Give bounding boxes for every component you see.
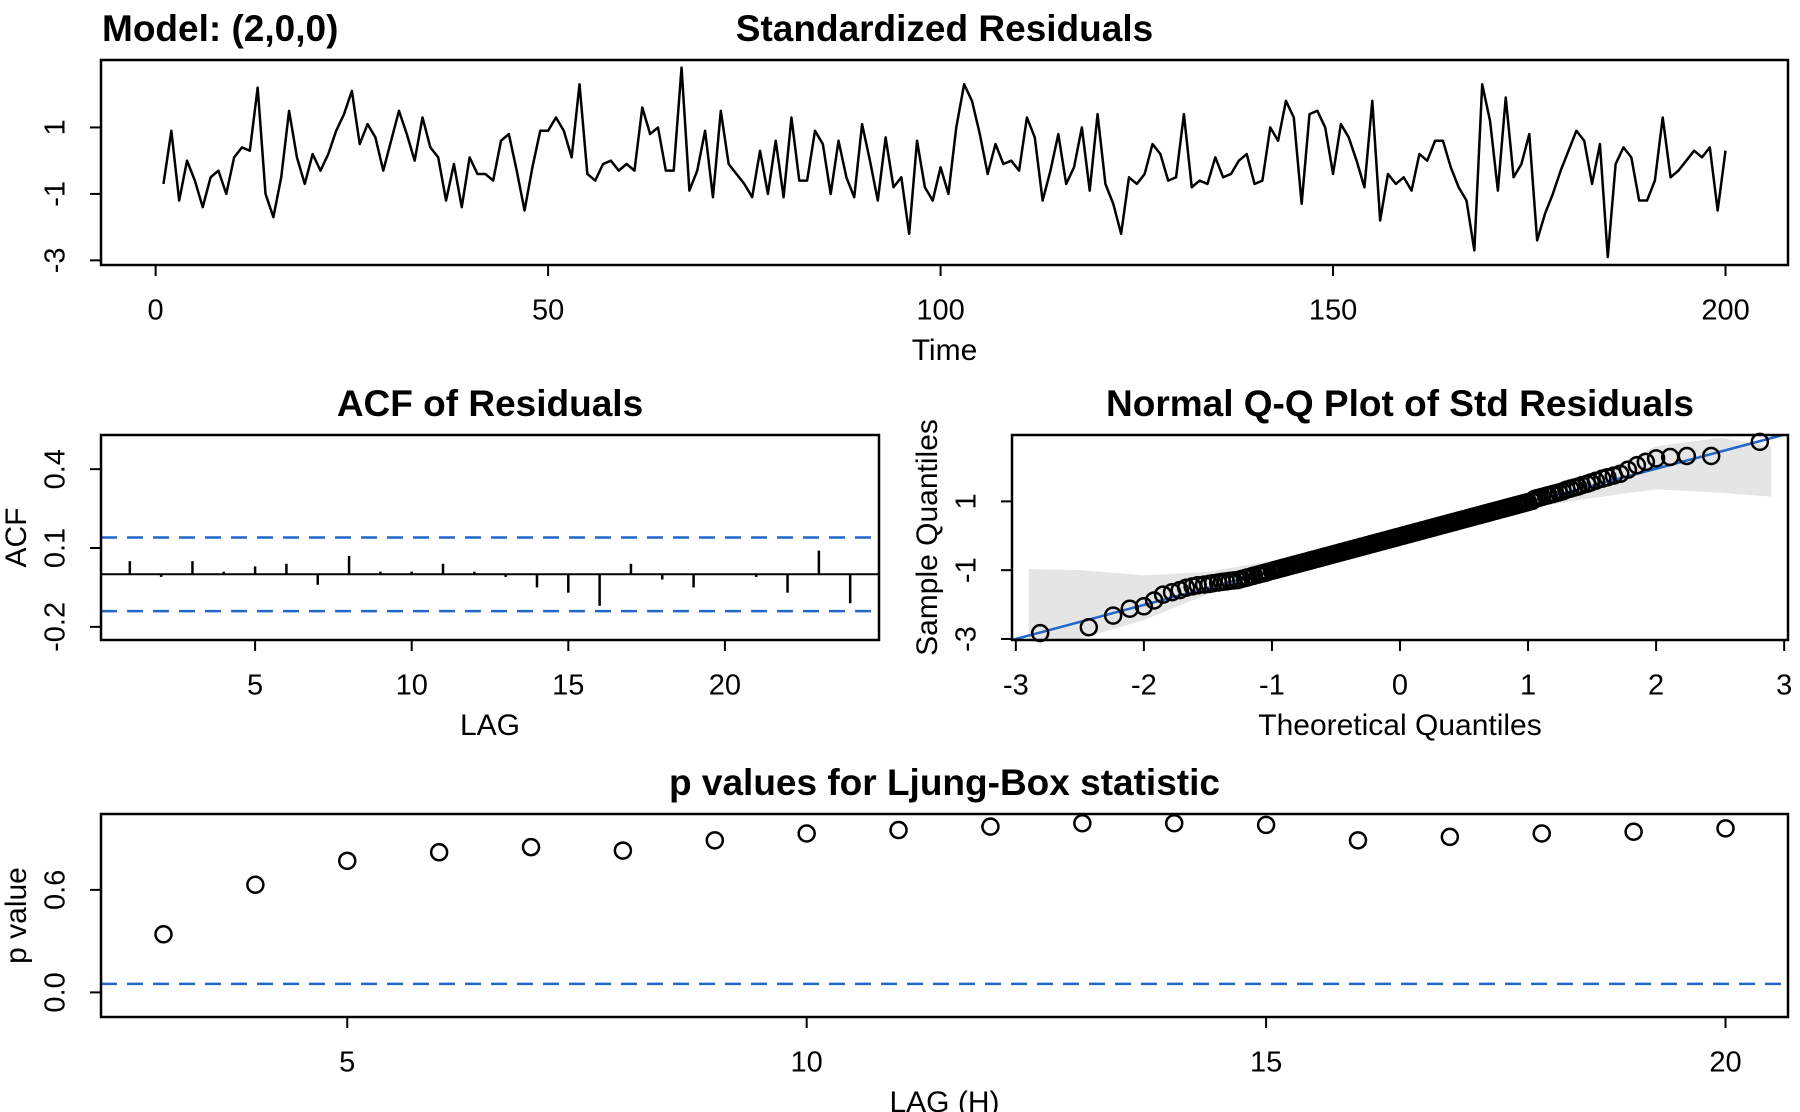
point — [1103, 606, 1123, 625]
point — [1256, 815, 1276, 835]
point — [521, 837, 541, 857]
residual-line — [162, 66, 1727, 259]
y-tick-label: -3 — [40, 247, 72, 273]
point — [981, 817, 1000, 836]
y-tick-label: 1 — [40, 119, 72, 135]
x-tick-label: 15 — [552, 670, 584, 702]
point — [1701, 446, 1721, 466]
x-tick-label: 200 — [1701, 295, 1749, 327]
point — [1440, 827, 1460, 847]
point — [154, 925, 173, 944]
chart-title: Standardized Residuals — [736, 8, 1153, 49]
plot-area — [162, 66, 1727, 259]
y-tick-label: -1 — [40, 181, 72, 207]
point — [1073, 813, 1092, 833]
panel: Normal Q-Q Plot of Std Residuals Theoreti… — [911, 383, 1792, 742]
point — [429, 843, 449, 862]
x-tick-label: 10 — [396, 670, 428, 702]
x-tick-label: 10 — [791, 1047, 823, 1079]
x-axis-label: Time — [912, 334, 978, 367]
chart-title: p values for Ljung-Box statistic — [669, 762, 1220, 803]
y-tick-label: -3 — [951, 626, 983, 652]
point — [1532, 824, 1551, 843]
panel: ACF of Residuals LAG ACF 5 10 15 20 -0.2 0.1 0.4 — [0, 383, 881, 742]
x-tick-label: 3 — [1776, 670, 1792, 702]
point — [705, 831, 725, 850]
plot-frame — [99, 58, 1790, 267]
point — [1716, 819, 1735, 838]
x-tick-label: 5 — [247, 670, 263, 702]
x-tick-label: -3 — [1003, 670, 1029, 702]
point — [1120, 599, 1140, 618]
point — [1677, 446, 1697, 466]
y-tick-label: 0.4 — [40, 449, 72, 489]
chart-title: Normal Q-Q Plot of Std Residuals — [1106, 383, 1694, 424]
x-tick-label: 100 — [916, 295, 964, 327]
point — [1079, 618, 1099, 637]
plot-frame — [99, 433, 881, 642]
plot-area — [101, 536, 879, 613]
y-tick-label: -1 — [951, 557, 983, 583]
point — [338, 851, 357, 871]
x-tick-label: 1 — [1520, 670, 1536, 702]
x-tick-label: 20 — [1709, 1047, 1741, 1079]
y-tick-label: 1 — [951, 493, 983, 509]
x-tick-label: -1 — [1259, 670, 1285, 702]
y-axis-label: ACF — [0, 508, 33, 568]
y-tick-label: 0.0 — [40, 972, 72, 1012]
x-tick-label: 150 — [1309, 295, 1357, 327]
y-axis-label: p value — [0, 867, 33, 964]
point — [1134, 597, 1154, 616]
point — [889, 820, 908, 840]
point — [1618, 460, 1638, 479]
point — [1348, 831, 1368, 850]
point — [1164, 813, 1184, 833]
point — [1627, 456, 1647, 475]
panel: Standardized Residuals Model: (2,0,0) Time… — [40, 8, 1790, 367]
x-tick-label: 5 — [339, 1047, 355, 1079]
y-tick-label: -0.2 — [40, 602, 72, 652]
y-tick-label: 0.1 — [40, 528, 72, 568]
point — [1646, 449, 1666, 468]
point — [246, 875, 265, 894]
point — [1636, 452, 1656, 472]
x-tick-label: 0 — [148, 295, 164, 327]
x-tick-label: 0 — [1392, 670, 1408, 702]
point — [1153, 585, 1173, 604]
x-tick-label: 50 — [532, 295, 564, 327]
x-axis-label: LAG — [460, 709, 520, 742]
x-axis-label: Theoretical Quantiles — [1258, 709, 1541, 742]
point — [1624, 822, 1643, 842]
panel: p values for Ljung-Box statistic LAG (H) p… — [0, 762, 1790, 1112]
y-axis-label: Sample Quantiles — [911, 419, 944, 656]
x-tick-label: 15 — [1250, 1047, 1282, 1079]
plot-frame — [99, 812, 1790, 1019]
x-tick-label: -2 — [1131, 670, 1157, 702]
y-tick-label: 0.6 — [40, 870, 72, 910]
x-axis-label: LAG (H) — [889, 1086, 999, 1112]
point — [797, 824, 816, 843]
point — [613, 841, 633, 860]
x-tick-label: 2 — [1648, 670, 1664, 702]
x-tick-label: 20 — [709, 670, 741, 702]
chart-title: ACF of Residuals — [337, 383, 643, 424]
annotation: Model: (2,0,0) — [102, 8, 338, 49]
plot-frame — [1010, 433, 1790, 642]
